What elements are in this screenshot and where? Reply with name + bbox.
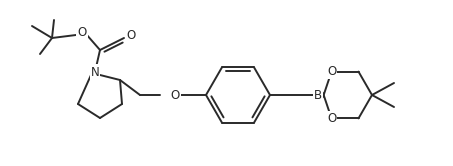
- Text: O: O: [77, 26, 87, 39]
- Text: N: N: [91, 66, 99, 79]
- Text: O: O: [126, 29, 135, 42]
- Text: O: O: [170, 88, 180, 101]
- Text: O: O: [327, 65, 336, 78]
- Text: B: B: [314, 88, 322, 101]
- Text: O: O: [327, 112, 336, 125]
